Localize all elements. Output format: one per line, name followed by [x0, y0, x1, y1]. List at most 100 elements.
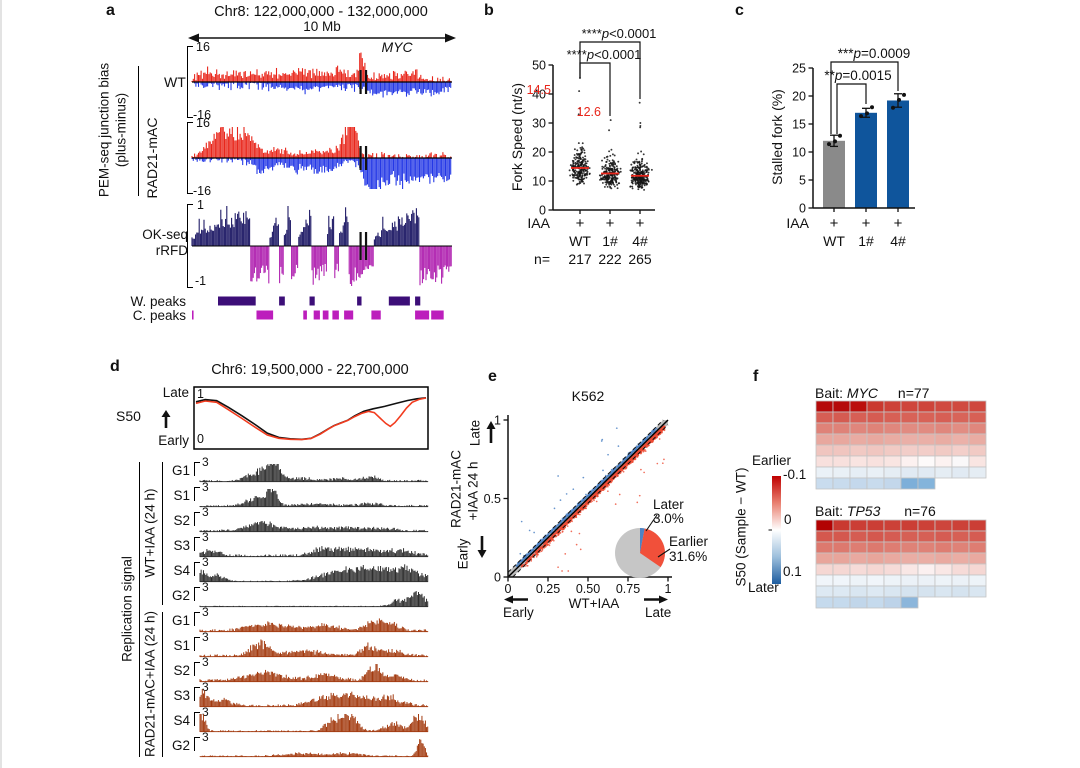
- scale-label: 10 Mb: [282, 19, 362, 34]
- svg-text:5: 5: [799, 174, 806, 188]
- wpeaks-label: W. peaks: [130, 294, 186, 309]
- wt-ymin: -16: [193, 108, 212, 122]
- track-rad21-name: RAD21-mAC: [144, 117, 160, 199]
- track-scale-value: 3: [202, 680, 209, 694]
- track-scale-value: 3: [202, 580, 209, 594]
- wt-scale-bracket: [187, 46, 193, 118]
- colorbar-earlier-label: Earlier: [752, 453, 792, 468]
- svg-text:265: 265: [628, 251, 652, 267]
- track-name-s3: S3: [173, 688, 190, 703]
- replication-track-s1: [199, 489, 429, 508]
- junction-group-bracket: [138, 66, 139, 196]
- svg-text:20: 20: [532, 146, 546, 160]
- pie-later-pct: 3.0%: [653, 511, 684, 526]
- track-scale-value: 3: [202, 705, 209, 719]
- fork-speed-jitter-plot: 01020304050+WT217+1#222+4#26514.512.6IAA…: [527, 26, 657, 267]
- track-name-s2: S2: [173, 663, 190, 678]
- svg-text:****p<0.0001: ****p<0.0001: [567, 47, 642, 62]
- junction-axis-label-2: (plus-minus): [113, 92, 129, 168]
- track-scale-value: 3: [202, 555, 209, 569]
- okseq-scale-bracket: [187, 204, 193, 288]
- down-arrow-icon: [477, 536, 487, 558]
- track-scale-bracket: [194, 737, 200, 751]
- e-x-axis-label: WT+IAA: [568, 596, 620, 611]
- s50-ymin: 0: [197, 432, 204, 446]
- track-name-g1: G1: [171, 463, 190, 478]
- track-scale-value: 3: [202, 655, 209, 669]
- replication-track-s3: [199, 689, 429, 708]
- colorbar-top-tick: -0.1: [783, 467, 807, 482]
- svg-text:IAA: IAA: [527, 215, 550, 231]
- track-scale-bracket: [194, 512, 200, 526]
- bait-gene-myc: MYC: [846, 385, 879, 401]
- svg-text:+: +: [636, 215, 645, 232]
- replication-track-s4: [199, 714, 429, 733]
- okseq-label-1: OK-seq: [142, 227, 188, 242]
- wt-ymax: 16: [196, 40, 210, 54]
- replication-signal-label: Replication signal: [119, 556, 135, 662]
- svg-text:+: +: [606, 215, 615, 232]
- track-name-g2: G2: [171, 738, 190, 753]
- svg-text:WT: WT: [823, 233, 845, 249]
- e-xlate-label: Late: [645, 605, 672, 620]
- track-name-s2: S2: [173, 513, 190, 528]
- panel-e-label: e: [488, 368, 497, 385]
- replication-track-s1: [199, 639, 429, 658]
- track-wt-name: WT: [164, 74, 186, 90]
- okseq-rrfd-track: [191, 206, 452, 286]
- track-scale-value: 3: [202, 730, 209, 744]
- svg-text:20: 20: [792, 90, 806, 104]
- okseq-ymin: -1: [195, 274, 207, 288]
- region-title: Chr8: 122,000,000 - 132,000,000: [214, 4, 428, 20]
- svg-text:+: +: [576, 215, 585, 232]
- svg-text:15: 15: [792, 118, 806, 132]
- replication-track-s2: [199, 664, 429, 683]
- e-y-axis-label-1: RAD21-mAC: [448, 449, 464, 529]
- pie-earlier-label: Earlier: [669, 534, 709, 549]
- rad21-group-bracket: [162, 612, 163, 757]
- right-arrow-icon: [644, 595, 668, 604]
- panel-a-label: a: [106, 2, 115, 19]
- track-scale-value: 3: [202, 505, 209, 519]
- panel-c-label: c: [735, 2, 744, 19]
- heatmap-tp53-title: Bait: TP53 n=76: [815, 503, 936, 519]
- screen-left-edge: [0, 0, 2, 768]
- colorbar-bottom-tick: 0.1: [783, 564, 802, 579]
- track-name-s1: S1: [173, 638, 190, 653]
- track-name-s4: S4: [173, 713, 190, 728]
- svg-text:12.6: 12.6: [577, 105, 601, 119]
- track-scale-bracket: [194, 612, 200, 626]
- track-scale-value: 3: [202, 605, 209, 619]
- svg-text:1#: 1#: [858, 233, 874, 249]
- pie-earlier-pct: 31.6%: [669, 549, 708, 564]
- svg-text:40: 40: [532, 88, 546, 102]
- track-scale-bracket: [194, 712, 200, 726]
- colorbar-axis-label: S50 (Sample − WT): [733, 467, 749, 587]
- svg-text:+: +: [830, 215, 839, 232]
- track-scale-bracket: [194, 487, 200, 501]
- rad21-junction-track: [191, 127, 452, 189]
- gene-label: MYC: [381, 39, 413, 55]
- replication-track-g2: [199, 739, 429, 758]
- track-scale-bracket: [194, 462, 200, 476]
- svg-text:10: 10: [792, 146, 806, 160]
- track-scale-value: 3: [202, 630, 209, 644]
- svg-text:+: +: [862, 215, 871, 232]
- s50-early-label: Early: [158, 433, 189, 448]
- track-scale-bracket: [194, 537, 200, 551]
- track-name-g1: G1: [171, 613, 190, 628]
- bait-gene-tp53: TP53: [846, 503, 881, 519]
- heatmap-myc: [815, 400, 987, 490]
- panel-d-label: d: [110, 358, 120, 375]
- svg-text:0: 0: [539, 204, 546, 218]
- e-yearly-label: Early: [455, 538, 471, 570]
- replication-track-s4: [199, 564, 429, 583]
- svg-text:222: 222: [598, 251, 622, 267]
- replication-track-g1: [199, 618, 429, 633]
- svg-text:217: 217: [568, 251, 592, 267]
- s50-label: S50: [116, 408, 141, 424]
- scale-double-arrow-icon: [188, 33, 456, 43]
- track-scale-bracket: [194, 637, 200, 651]
- panel-f-label: f: [753, 368, 759, 385]
- svg-text:0: 0: [799, 202, 806, 216]
